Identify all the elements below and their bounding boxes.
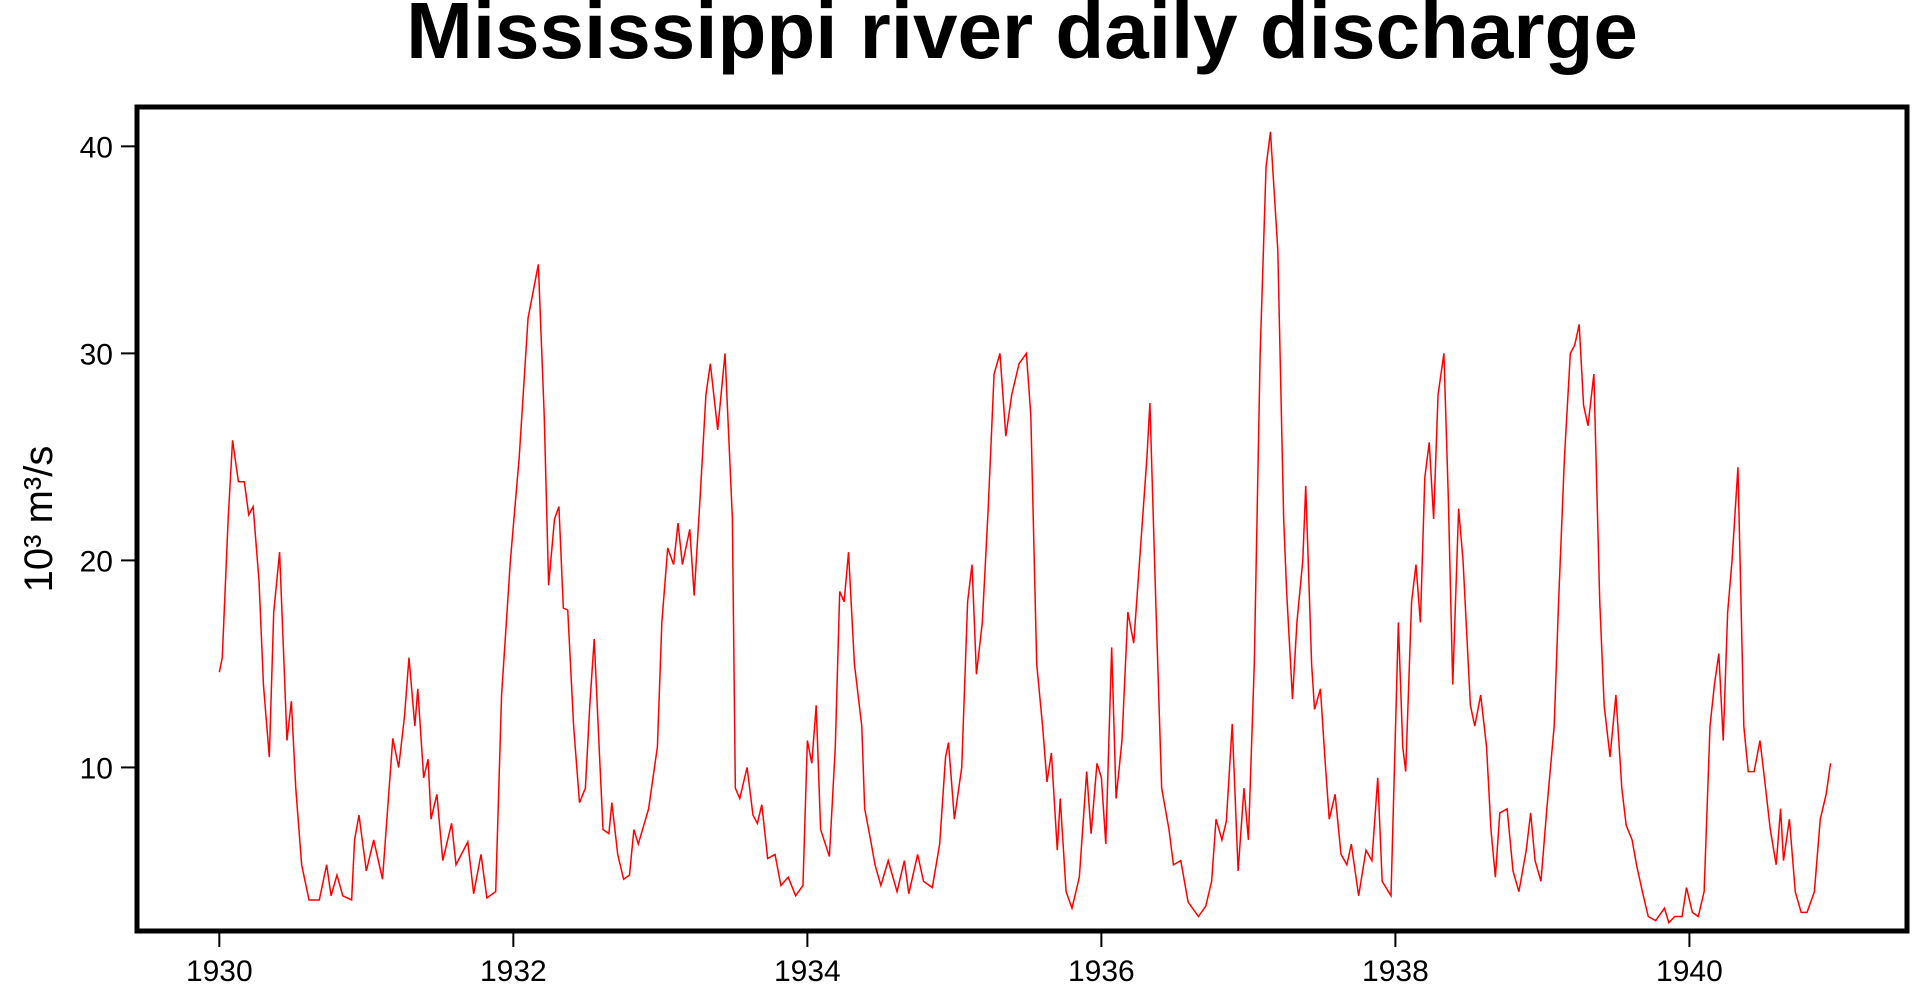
y-tick-label: 40 [80,131,113,164]
y-tick-label: 10 [80,752,113,785]
y-tick-label: 20 [80,545,113,578]
x-tick-label: 1934 [774,955,841,987]
chart-title: Mississippi river daily discharge [406,0,1638,75]
x-tick-label: 1936 [1068,955,1135,987]
y-axis-label: 10³ m³/s [17,446,61,593]
data-line [218,131,1832,925]
x-tick-label: 1940 [1656,955,1723,987]
x-tick-label: 1932 [480,955,547,987]
x-tick-label: 1938 [1362,955,1429,987]
y-tick-label: 30 [80,338,113,371]
x-tick-label: 1930 [186,955,253,987]
plot-frame [134,104,1910,934]
